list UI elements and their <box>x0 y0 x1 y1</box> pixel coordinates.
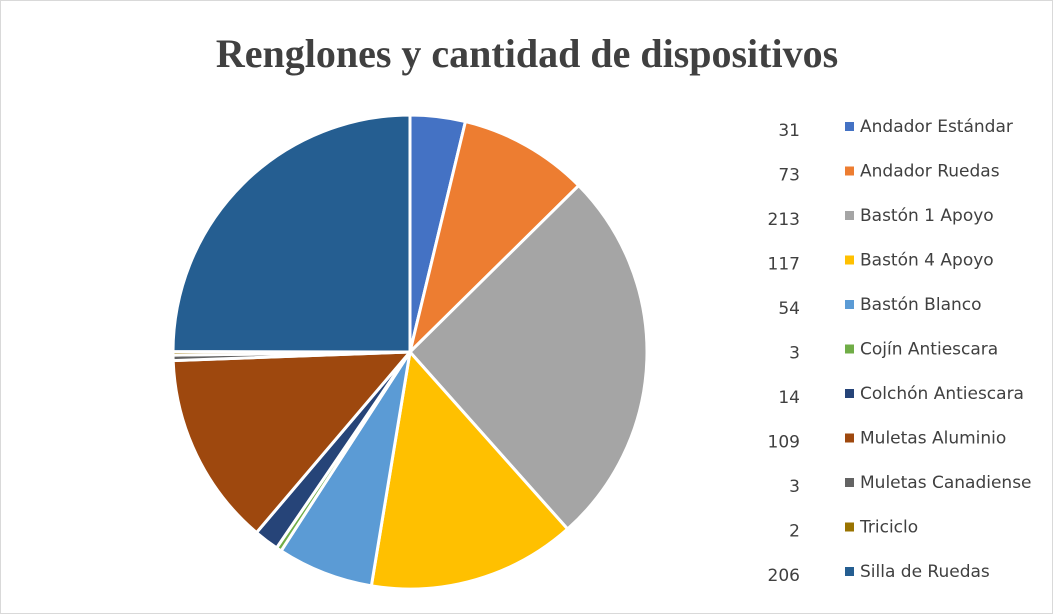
legend-value: 73 <box>778 166 800 186</box>
legend-label: Silla de Ruedas <box>860 562 990 582</box>
legend-value: 213 <box>768 210 800 230</box>
legend-label: Muletas Aluminio <box>860 429 1006 449</box>
chart-title: Renglones y cantidad de dispositivos <box>216 31 838 76</box>
pie-slice <box>171 113 412 354</box>
legend-value: 206 <box>768 566 800 586</box>
pie-slice <box>407 119 581 357</box>
legend-swatch <box>845 166 854 176</box>
legend-swatch <box>845 389 854 398</box>
legend-value: 54 <box>778 299 800 319</box>
pie-slice <box>407 183 649 532</box>
legend-swatch <box>845 522 854 532</box>
legend-swatch <box>845 122 854 131</box>
legend-value: 31 <box>778 121 800 141</box>
legend-label: Colchón Antiescara <box>860 384 1024 404</box>
legend-value: 14 <box>778 388 800 408</box>
legend-label: Bastón 1 Apoyo <box>860 206 994 226</box>
legend-value: 117 <box>768 255 800 275</box>
legend-label: Andador Estándar <box>860 117 1013 137</box>
pie-slice <box>369 348 570 591</box>
pie-slice <box>171 350 414 535</box>
legend-label: Bastón 4 Apoyo <box>860 251 994 271</box>
legend-value: 109 <box>768 433 800 453</box>
legend-label: Bastón Blanco <box>860 295 982 315</box>
legend-label: Andador Ruedas <box>860 162 1000 182</box>
legend-label: Triciclo <box>859 518 918 538</box>
legend-swatch <box>845 300 854 309</box>
legend-value: 2 <box>789 522 800 542</box>
legend-swatch <box>845 211 854 220</box>
legend-swatch <box>845 344 854 354</box>
legend-label: Cojín Antiescara <box>860 340 998 360</box>
legend-swatch <box>845 433 854 443</box>
legend-label: Muletas Canadiense <box>860 473 1032 493</box>
legend-value: 3 <box>789 477 800 497</box>
legend-swatch <box>845 478 854 487</box>
legend-swatch <box>845 567 854 576</box>
legend-value: 3 <box>789 344 800 364</box>
legend-swatch <box>845 255 854 265</box>
